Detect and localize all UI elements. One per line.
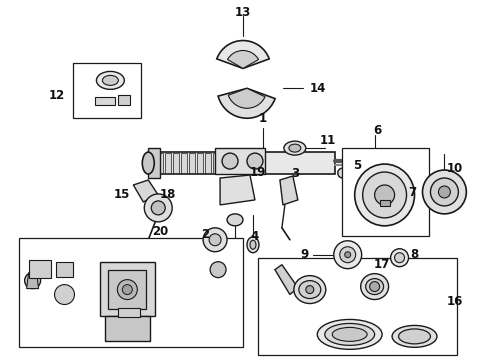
Circle shape	[54, 285, 74, 305]
Bar	[19, 238, 243, 347]
Circle shape	[369, 282, 380, 292]
Bar	[213, 153, 219, 173]
Polygon shape	[26, 273, 39, 289]
Circle shape	[345, 252, 351, 258]
Circle shape	[222, 153, 238, 169]
Bar	[181, 153, 187, 173]
Text: 18: 18	[160, 188, 176, 202]
Text: 20: 20	[152, 225, 169, 238]
Bar	[385, 153, 405, 171]
Circle shape	[203, 228, 227, 252]
Bar	[74, 63, 141, 118]
Text: 10: 10	[446, 162, 463, 175]
Wedge shape	[228, 88, 265, 108]
Text: 2: 2	[201, 228, 209, 241]
Ellipse shape	[102, 75, 119, 85]
Text: 1: 1	[259, 112, 267, 125]
Bar	[165, 153, 171, 173]
Bar	[258, 258, 457, 355]
Bar	[28, 260, 50, 278]
Bar	[215, 148, 265, 174]
Circle shape	[122, 285, 132, 294]
Bar	[55, 262, 74, 276]
Bar	[342, 148, 429, 236]
Circle shape	[209, 234, 221, 246]
Text: 4: 4	[251, 230, 259, 243]
Bar	[108, 270, 147, 310]
Bar	[155, 152, 335, 174]
Text: 8: 8	[411, 248, 418, 261]
Bar	[119, 95, 130, 105]
Ellipse shape	[142, 152, 154, 174]
Circle shape	[144, 194, 172, 222]
Wedge shape	[218, 88, 275, 118]
Ellipse shape	[289, 144, 301, 152]
Bar	[380, 200, 390, 206]
Circle shape	[422, 170, 466, 214]
Bar	[100, 262, 155, 316]
Wedge shape	[227, 50, 259, 68]
Circle shape	[334, 241, 362, 269]
Wedge shape	[217, 41, 269, 68]
Ellipse shape	[332, 328, 367, 341]
Polygon shape	[275, 265, 298, 294]
Bar	[189, 153, 195, 173]
Ellipse shape	[97, 71, 124, 89]
Ellipse shape	[325, 323, 375, 345]
Text: 14: 14	[310, 82, 326, 95]
Polygon shape	[133, 180, 158, 202]
Ellipse shape	[227, 214, 243, 226]
Circle shape	[431, 178, 458, 206]
Circle shape	[151, 201, 165, 215]
Circle shape	[247, 153, 263, 169]
Circle shape	[340, 247, 356, 263]
Ellipse shape	[375, 185, 394, 205]
Ellipse shape	[250, 240, 256, 249]
Text: 6: 6	[373, 124, 382, 137]
Text: 17: 17	[373, 258, 390, 271]
Ellipse shape	[363, 172, 407, 218]
Ellipse shape	[398, 329, 431, 344]
Text: 16: 16	[446, 295, 463, 308]
Polygon shape	[220, 175, 255, 205]
Bar	[105, 316, 150, 341]
Circle shape	[118, 280, 137, 300]
Text: 5: 5	[354, 158, 362, 172]
Circle shape	[24, 273, 41, 289]
Polygon shape	[148, 148, 160, 178]
Bar	[96, 97, 115, 105]
Bar	[173, 153, 179, 173]
Ellipse shape	[392, 325, 437, 347]
Text: 9: 9	[301, 248, 309, 261]
Polygon shape	[280, 176, 298, 205]
Text: 11: 11	[319, 134, 336, 147]
Circle shape	[391, 249, 409, 267]
Ellipse shape	[294, 276, 326, 303]
Ellipse shape	[306, 285, 314, 293]
Circle shape	[439, 186, 450, 198]
Text: 7: 7	[409, 186, 416, 199]
Ellipse shape	[318, 319, 382, 349]
Text: 3: 3	[291, 167, 299, 180]
Ellipse shape	[338, 168, 348, 178]
Bar	[157, 153, 163, 173]
Ellipse shape	[361, 274, 389, 300]
Circle shape	[394, 253, 405, 263]
Bar	[119, 307, 140, 318]
Circle shape	[210, 262, 226, 278]
Text: 12: 12	[49, 89, 65, 102]
Ellipse shape	[299, 280, 321, 298]
Ellipse shape	[355, 164, 415, 226]
Text: 19: 19	[250, 166, 266, 179]
Ellipse shape	[366, 279, 384, 294]
Bar	[197, 153, 203, 173]
Ellipse shape	[247, 237, 259, 253]
Ellipse shape	[284, 141, 306, 155]
Text: 15: 15	[114, 188, 130, 202]
Bar	[205, 153, 211, 173]
Text: 13: 13	[235, 6, 251, 19]
